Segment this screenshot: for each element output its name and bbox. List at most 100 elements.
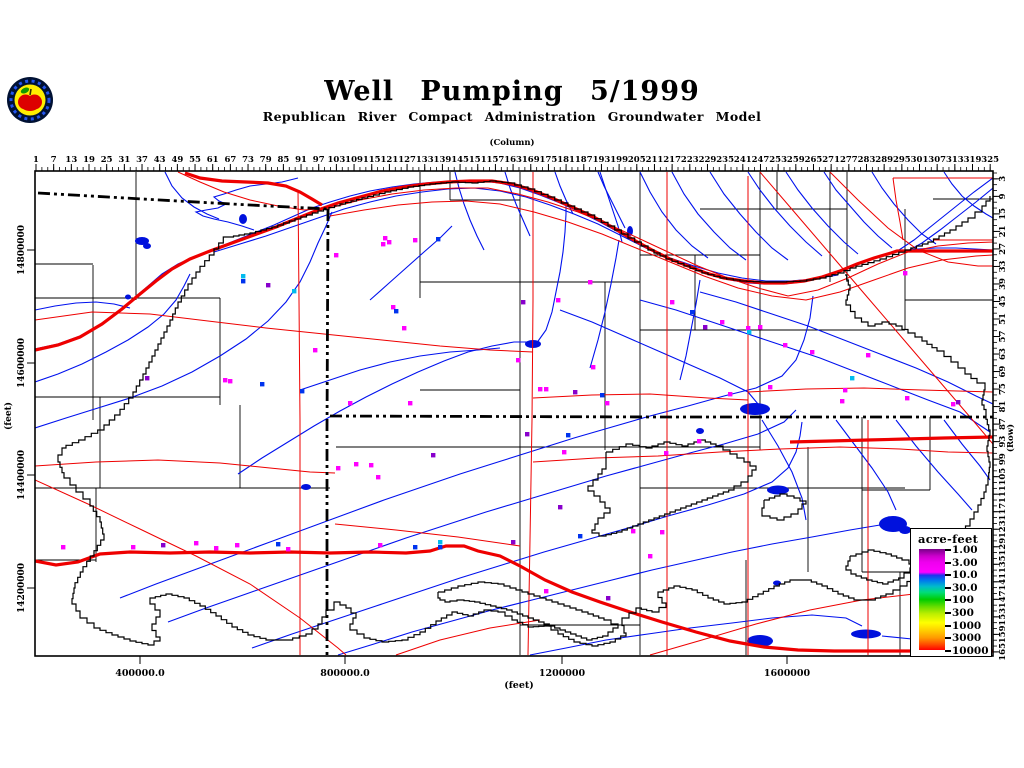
well-cell xyxy=(558,505,563,510)
column-tick-label: 241 xyxy=(734,155,752,165)
column-tick-label: 289 xyxy=(875,155,893,165)
well-cell xyxy=(413,545,418,550)
row-tick-label: 159 xyxy=(998,625,1008,643)
header: Well Pumping 5/1999 Republican River Com… xyxy=(0,78,1024,124)
model-boundary-line xyxy=(228,180,851,283)
lake xyxy=(767,485,789,495)
legend-entry-label: 3000 xyxy=(952,632,982,645)
river-line xyxy=(639,171,709,259)
y-tick-label: 14800000 xyxy=(17,225,27,275)
legend-entry: 1000 xyxy=(945,620,991,632)
river-line xyxy=(671,171,747,261)
well-cell xyxy=(378,543,383,548)
well-cell xyxy=(431,453,436,458)
row-tick-label: 129 xyxy=(998,538,1008,556)
column-tick-label: 133 xyxy=(416,155,434,165)
river-line xyxy=(213,187,839,282)
well-cell xyxy=(235,543,240,548)
well-cell xyxy=(276,542,281,547)
row-tick-label: 93 xyxy=(998,436,1008,448)
river-line xyxy=(35,211,333,429)
legend-tick xyxy=(945,599,951,602)
column-tick-label: 97 xyxy=(313,155,325,165)
well-cell xyxy=(538,387,543,392)
column-tick-label: 25 xyxy=(101,155,113,165)
column-tick-label: 127 xyxy=(398,155,416,165)
row-tick-label: 147 xyxy=(998,590,1008,608)
well-cell xyxy=(61,545,66,550)
river-line xyxy=(679,279,701,381)
row-tick-label: 33 xyxy=(998,260,1008,272)
well-cell xyxy=(660,530,665,535)
well-cell xyxy=(381,242,386,247)
legend-tick xyxy=(945,549,951,551)
row-axis-title: (Row) xyxy=(1005,424,1016,452)
well-cell xyxy=(438,540,443,545)
column-tick-label: 19 xyxy=(83,155,95,165)
column-tick-label: 61 xyxy=(207,155,219,165)
column-tick-label: 145 xyxy=(451,155,469,165)
row-tick-label: 99 xyxy=(998,453,1008,465)
river-line xyxy=(504,171,531,237)
well-cell xyxy=(840,399,845,404)
well-cell xyxy=(241,279,246,284)
well-cell xyxy=(436,237,441,242)
well-cell xyxy=(588,280,593,285)
model-boundary-inner xyxy=(437,581,619,641)
lake xyxy=(740,403,770,415)
river-line xyxy=(337,524,881,656)
column-tick-label: 73 xyxy=(242,155,254,165)
lake xyxy=(239,214,247,224)
well-cell xyxy=(768,385,773,390)
column-tick-label: 271 xyxy=(822,155,840,165)
well-cell xyxy=(747,330,752,335)
river-line xyxy=(823,171,893,249)
well-cell xyxy=(956,400,961,405)
well-cell xyxy=(145,376,150,381)
well-cell xyxy=(194,541,199,546)
row-tick-label: 63 xyxy=(998,348,1008,360)
river-line xyxy=(559,309,759,405)
well-cell xyxy=(562,450,567,455)
page-subtitle: Republican River Compact Administration … xyxy=(262,109,762,124)
column-tick-label: 307 xyxy=(928,155,946,165)
column-tick-label: 169 xyxy=(522,155,540,165)
well-cell xyxy=(573,390,578,395)
highway-line xyxy=(789,435,993,444)
river-line xyxy=(119,295,814,599)
column-tick-label: 235 xyxy=(716,155,734,165)
well-cell xyxy=(438,545,443,550)
well-cell xyxy=(728,392,733,397)
model-boundary-inner xyxy=(845,549,917,585)
legend-entry: 3.00 xyxy=(945,556,991,569)
road-line xyxy=(177,171,331,211)
road-line xyxy=(297,189,301,655)
column-tick-label: 277 xyxy=(840,155,858,165)
legend-entry-label: 3.00 xyxy=(952,556,978,569)
legend-entry: 300 xyxy=(945,607,991,619)
row-tick-label: 57 xyxy=(998,331,1008,343)
well-cell xyxy=(391,305,396,310)
legend-tick xyxy=(945,574,951,577)
column-tick-label: 313 xyxy=(946,155,964,165)
river-line xyxy=(785,171,859,255)
lake xyxy=(899,526,911,534)
column-tick-label: 247 xyxy=(752,155,770,165)
road-line xyxy=(395,619,541,656)
legend-entry: 10.0 xyxy=(945,569,991,581)
well-cell xyxy=(387,240,392,245)
apple-seal-icon xyxy=(7,77,53,123)
x-tick-label: 1200000 xyxy=(539,668,586,679)
column-tick-label: 211 xyxy=(646,155,664,165)
legend-entry: 1.00 xyxy=(945,544,991,556)
well-cell xyxy=(591,365,596,370)
column-tick-label: 1 xyxy=(33,155,39,165)
river-line xyxy=(35,273,191,383)
well-cell xyxy=(525,432,530,437)
well-cell xyxy=(300,389,305,394)
x-tick-label: 400000.0 xyxy=(115,668,165,679)
well-cell xyxy=(336,466,341,471)
river-line xyxy=(251,421,803,649)
column-axis-title: (Column) xyxy=(489,137,534,148)
